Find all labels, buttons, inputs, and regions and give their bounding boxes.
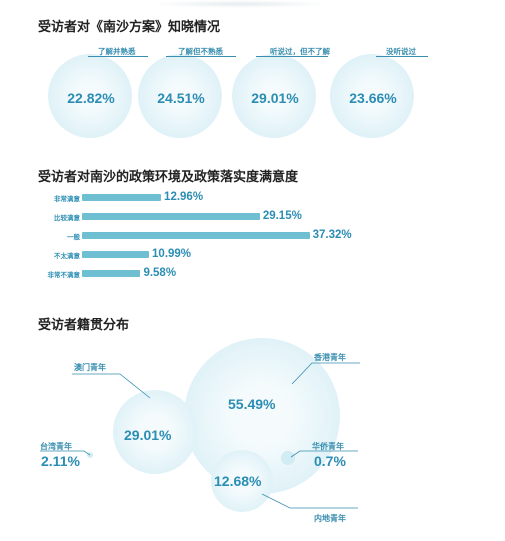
origin-leader-line (72, 373, 151, 399)
awareness-label: 没听说过 (386, 47, 416, 56)
satisfaction-bar (82, 194, 162, 201)
origin-leader-line (261, 493, 358, 509)
awareness-item: 了解但不熟悉 24.51% (126, 46, 236, 138)
bar-category-label: 一般 (67, 234, 80, 241)
bar-category-label: 不太满意 (54, 253, 80, 260)
awareness-item: 了解并熟悉 22.82% (36, 46, 148, 138)
awareness-label: 了解但不熟悉 (178, 47, 223, 56)
origin-value: 12.68% (214, 473, 262, 489)
bar-value-label: 37.32% (312, 229, 352, 241)
origin-leader-line (290, 450, 358, 458)
awareness-value: 29.01% (251, 90, 299, 106)
satisfaction-bar (82, 251, 150, 258)
bar-value-label: 10.99% (152, 248, 192, 260)
top-shadow (150, 0, 330, 8)
origin-value: 0.7% (314, 453, 346, 469)
bar-value-label: 9.58% (143, 267, 177, 279)
awareness-circle (48, 54, 132, 138)
bar-value-label: 29.15% (262, 210, 302, 222)
awareness-item: 没听说过 23.66% (318, 46, 428, 138)
satisfaction-chart-title: 受访者对南沙的政策环境及政策落实度满意度 (38, 169, 299, 184)
bar-category-label: 非常满意 (54, 196, 80, 203)
bar-category-label: 比较满意 (54, 215, 80, 222)
origin-label: 澳门青年 (74, 363, 106, 372)
origin-bubble (113, 390, 197, 474)
awareness-label: 了解并熟悉 (98, 47, 136, 56)
awareness-leader-line (166, 56, 236, 57)
awareness-label: 听说过，但不了解 (270, 47, 330, 56)
origin-label: 台湾青年 (40, 442, 72, 451)
bar-row: 比较满意 29.15% (0, 210, 505, 224)
origin-leader-line (291, 362, 360, 385)
awareness-leader-line (256, 56, 328, 57)
awareness-chart-title: 受访者对《南沙方案》知晓情况 (38, 19, 221, 34)
origin-label: 香港青年 (314, 353, 346, 362)
origin-chart-title: 受访者籍贯分布 (38, 317, 130, 332)
bar-category-label: 非常不满意 (47, 272, 81, 279)
origin-label: 内地青年 (314, 514, 346, 523)
bar-value-label: 12.96% (164, 191, 204, 203)
origin-label: 华侨青年 (312, 442, 344, 451)
awareness-value: 22.82% (67, 90, 115, 106)
awareness-leader-line (376, 56, 428, 57)
origin-value: 2.11% (41, 453, 80, 469)
bar-row: 不太满意 10.99% (0, 248, 505, 262)
origin-bubble (211, 450, 273, 512)
satisfaction-bar (82, 232, 310, 239)
awareness-circle (232, 54, 316, 138)
origin-value: 55.49% (228, 396, 276, 412)
awareness-value: 23.66% (349, 90, 397, 106)
awareness-item: 听说过，但不了解 29.01% (220, 46, 330, 138)
bar-row: 非常不满意 9.58% (0, 267, 505, 281)
origin-leader-line (40, 450, 91, 456)
awareness-circle (138, 54, 222, 138)
awareness-circle (330, 54, 414, 138)
bar-row: 非常满意 12.96% (0, 191, 505, 205)
satisfaction-bar (82, 213, 260, 220)
origin-value: 29.01% (124, 427, 172, 443)
origin-bubble (281, 451, 295, 465)
satisfaction-bar (82, 270, 141, 277)
bar-row: 一般 37.32% (0, 229, 505, 243)
awareness-leader-line (88, 56, 148, 57)
awareness-value: 24.51% (157, 90, 205, 106)
